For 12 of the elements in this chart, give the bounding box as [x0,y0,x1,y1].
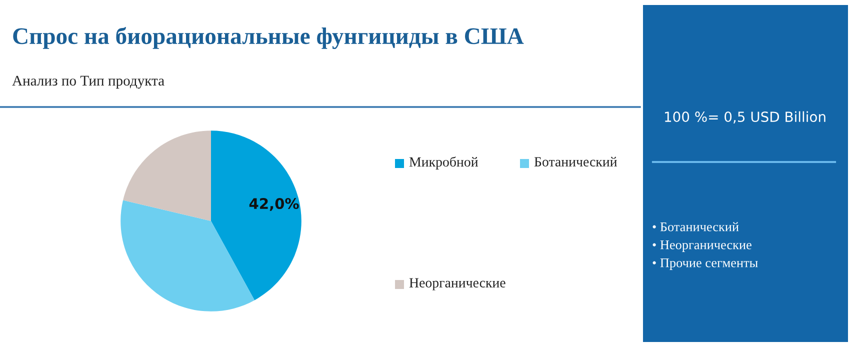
pie-slice [123,130,211,221]
pie-slice [211,130,302,300]
legend-label: Неорганические [409,278,506,290]
legend-label: Ботанический [534,156,617,166]
text: 100 %= 0,5 USD Billion [665,111,826,124]
data-label: 42,0% [249,198,299,211]
chart-title: Спрос на биорациональные фунгициды в США [13,27,524,49]
text: • Ботанический [652,222,739,232]
chart-subtitle: Анализ по Тип продукта [12,76,164,89]
legend-label: Микробной [409,156,478,170]
text: • Неорганические [652,240,752,252]
text: • Прочие сегменты [652,258,758,270]
